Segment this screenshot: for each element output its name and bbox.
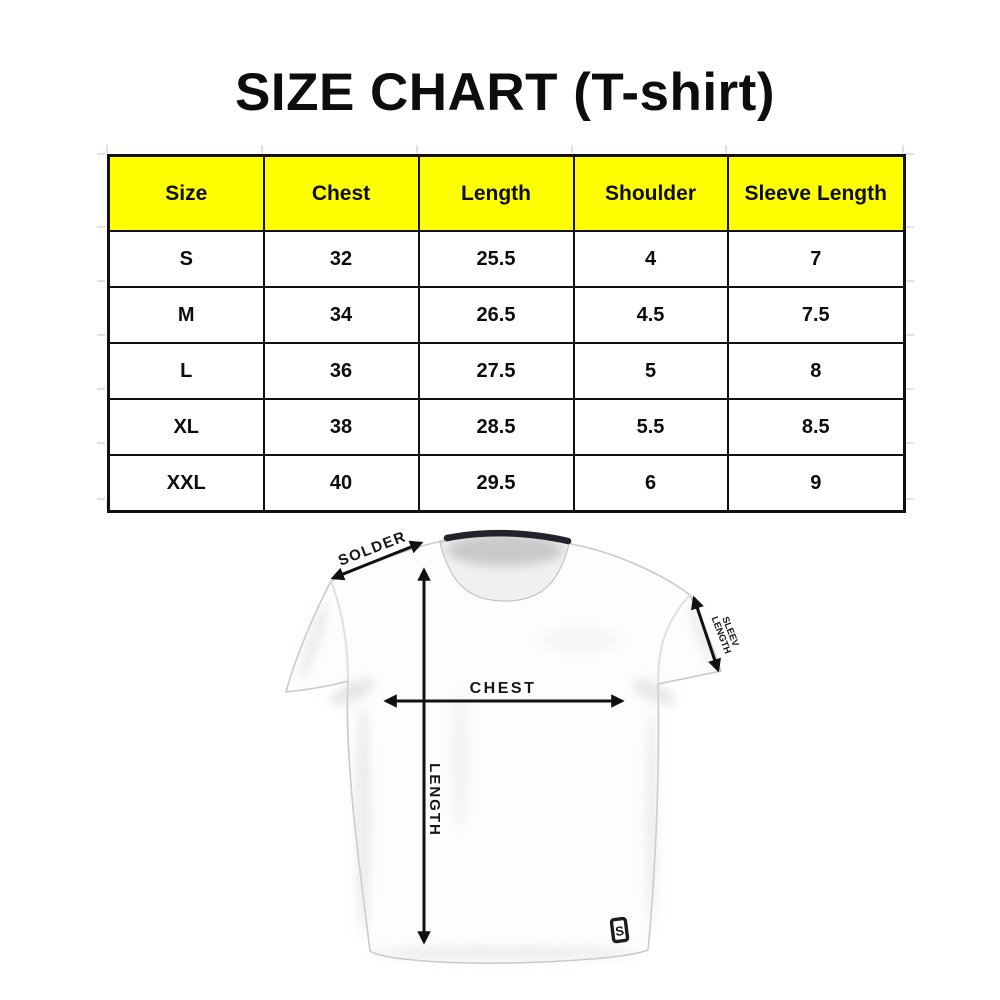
table-cell: XL (107, 398, 265, 456)
size-table: Size Chest Length Shoulder Sleeve Length… (107, 154, 906, 513)
brand-tag: S (609, 916, 630, 944)
header-cell-size: Size (107, 154, 265, 232)
table-cell: 4.5 (572, 286, 729, 344)
table-cell: 34 (262, 286, 420, 344)
sleeve-length-arrow (691, 595, 721, 673)
table-cell: 32 (262, 230, 420, 288)
table-row: M 34 26.5 4.5 7.5 (107, 286, 906, 344)
header-cell-sleeve-length: Sleeve Length (726, 154, 906, 232)
table-row: XXL 40 29.5 6 9 (107, 454, 906, 513)
header-cell-length: Length (417, 154, 575, 232)
table-cell: 9 (726, 454, 906, 513)
table-cell: 8 (726, 342, 906, 400)
table-cell: S (107, 230, 265, 288)
measurement-arrows (330, 540, 721, 945)
tshirt-illustration: S (285, 529, 722, 964)
table-cell: 40 (262, 454, 420, 513)
table-cell: 5 (572, 342, 729, 400)
table-cell: 38 (262, 398, 420, 456)
table-cell: L (107, 342, 265, 400)
table-row: L 36 27.5 5 8 (107, 342, 906, 400)
table-cell: 29.5 (417, 454, 575, 513)
table-row: XL 38 28.5 5.5 8.5 (107, 398, 906, 456)
table-cell: 7.5 (726, 286, 906, 344)
table-cell: 6 (572, 454, 729, 513)
brand-tag-letter: S (614, 923, 625, 939)
shoulder-arrow (330, 540, 424, 581)
table-cell: 36 (262, 342, 420, 400)
table-cell: 25.5 (417, 230, 575, 288)
collar-band (443, 529, 572, 545)
table-row: S 32 25.5 4 7 (107, 230, 906, 288)
tshirt-measurement-diagram: S SOLDER SLEEV LENGTH CHEST LENGTH (285, 528, 741, 964)
table-cell: 4 (572, 230, 729, 288)
table-cell: 8.5 (726, 398, 906, 456)
table-cell: XXL (107, 454, 265, 513)
table-cell: 5.5 (572, 398, 729, 456)
table-cell: 26.5 (417, 286, 575, 344)
header-cell-shoulder: Shoulder (572, 154, 729, 232)
chest-arrow-label: CHEST (470, 680, 537, 697)
table-cell: 28.5 (417, 398, 575, 456)
table-cell: 27.5 (417, 342, 575, 400)
table-header-row: Size Chest Length Shoulder Sleeve Length (107, 154, 906, 232)
length-arrow-label: LENGTH (426, 763, 443, 837)
table-cell: 7 (726, 230, 906, 288)
table-cell: M (107, 286, 265, 344)
header-cell-chest: Chest (262, 154, 420, 232)
page-title: SIZE CHART (T-shirt) (235, 63, 775, 122)
